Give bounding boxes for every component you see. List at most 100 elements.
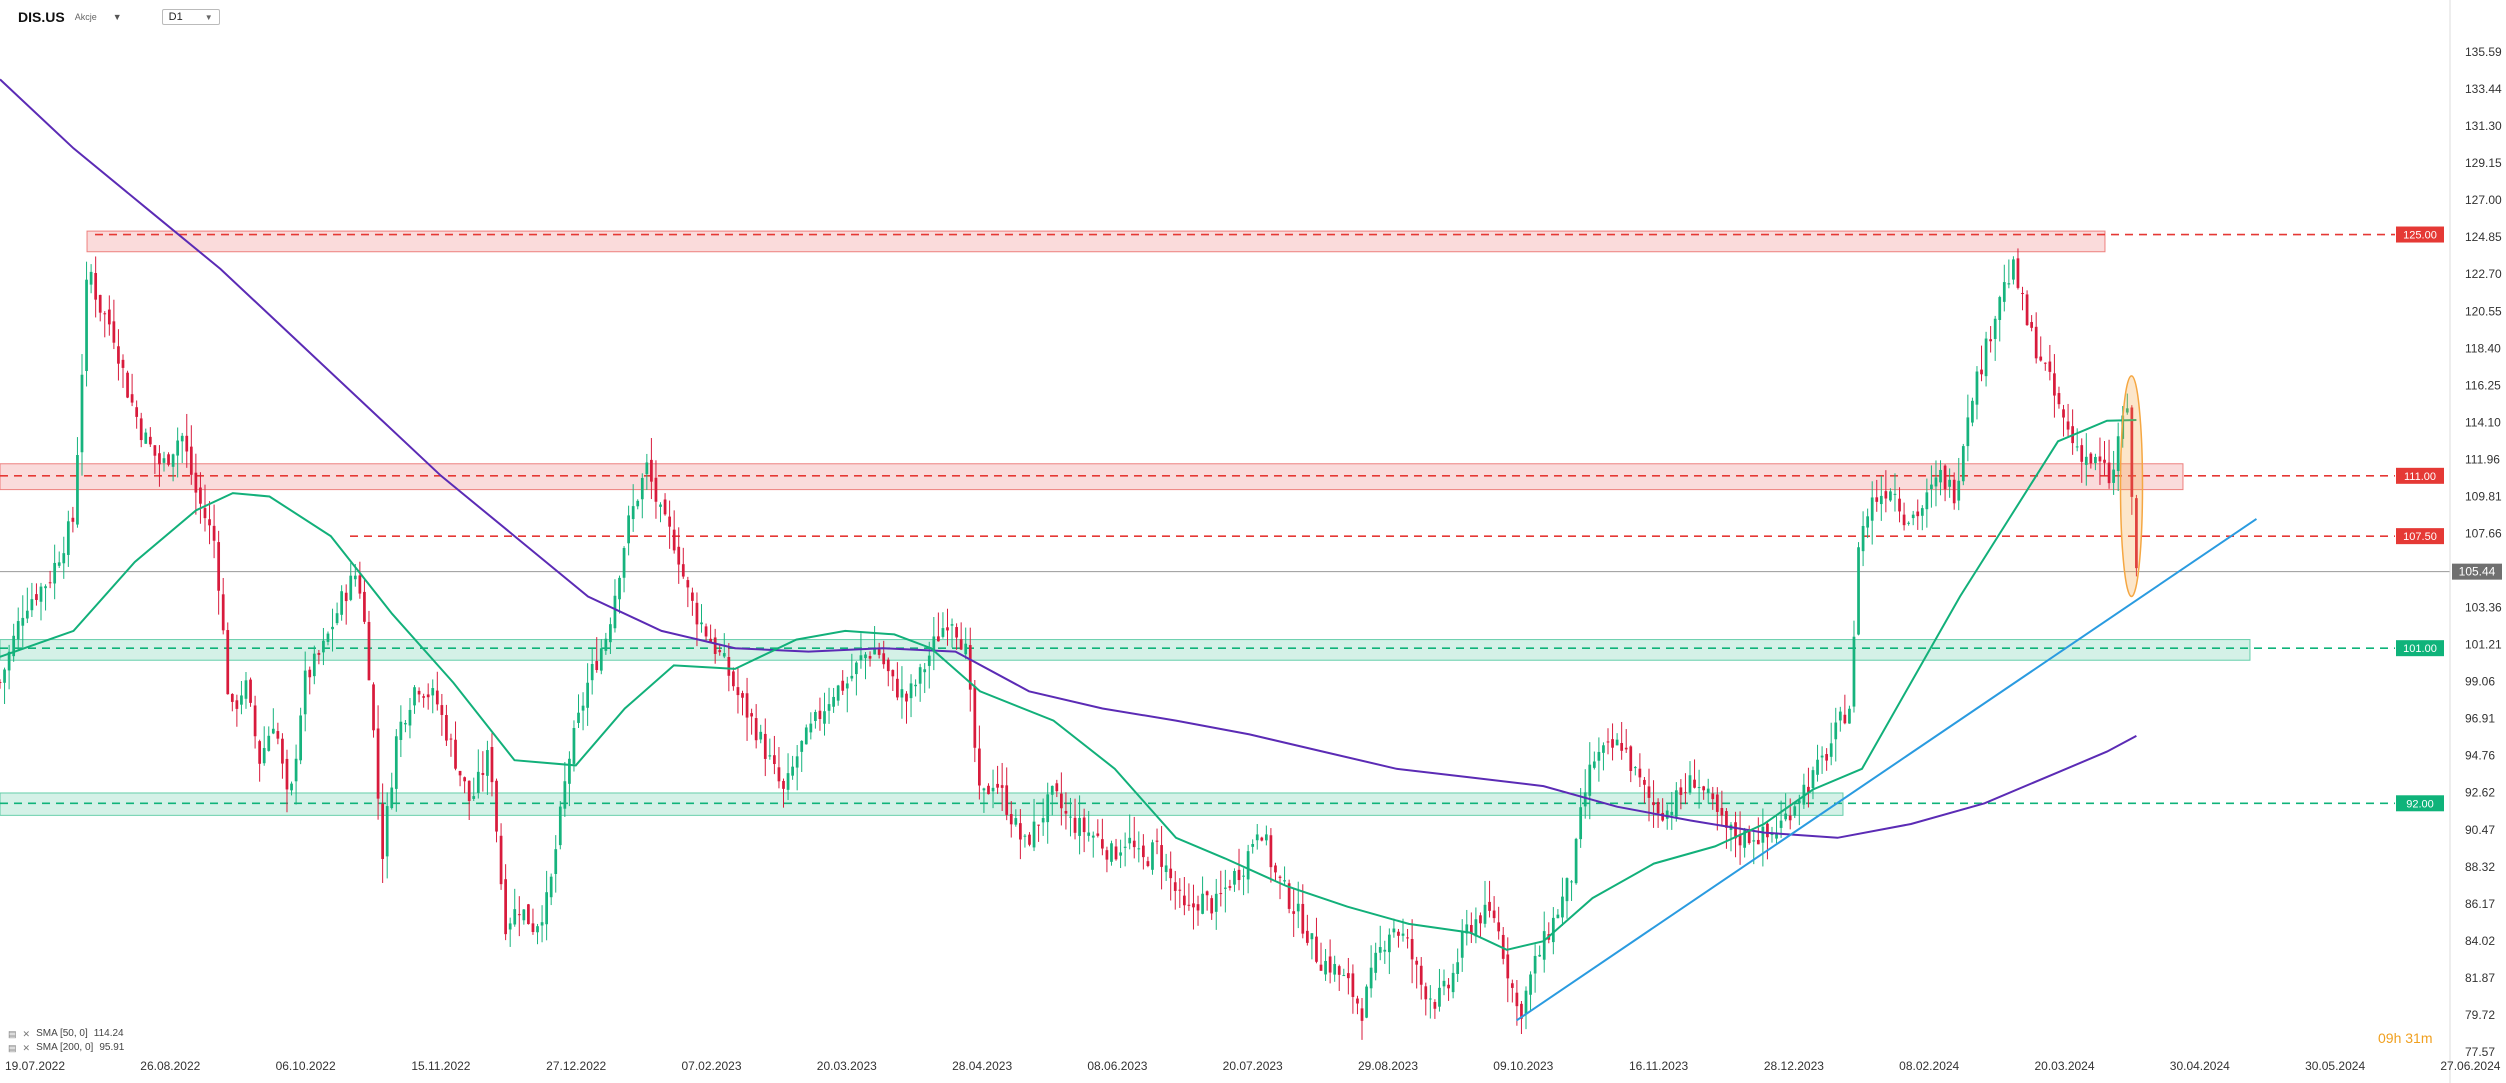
candle-body (1246, 851, 1250, 880)
candle (1975, 366, 1979, 420)
candle-body (1597, 751, 1601, 761)
candle (358, 561, 362, 599)
current-price-label: 105.44 (2459, 565, 2496, 579)
candle (768, 738, 772, 760)
candle-body (1775, 833, 1778, 839)
candle (1210, 895, 1214, 920)
legend-item-sma200[interactable]: ▤ ✕ SMA [200, 0] 95.91 (8, 1041, 124, 1055)
candle-body (1091, 835, 1095, 838)
candle-body (932, 636, 936, 652)
y-tick-label: 99.06 (2465, 675, 2495, 689)
candle-body (212, 525, 216, 541)
candle-body (1474, 919, 1478, 937)
y-tick-label: 103.36 (2465, 601, 2502, 615)
candle (864, 652, 867, 680)
candle (208, 501, 211, 545)
candle-body (353, 575, 357, 580)
candle-body (2062, 409, 2065, 418)
candle (1702, 785, 1706, 800)
candle-body (1879, 495, 1883, 505)
symbol-dropdown-icon[interactable]: ▼ (112, 12, 122, 22)
legend-item-sma50[interactable]: ▤ ✕ SMA [50, 0] 114.24 (8, 1027, 124, 1041)
candle-body (2012, 259, 2015, 280)
candle-body (1438, 987, 1441, 1007)
candle (1501, 927, 1505, 965)
candle (1465, 909, 1469, 946)
candle (923, 662, 927, 694)
candle (230, 693, 234, 712)
candle (1916, 499, 1920, 530)
candle (527, 903, 530, 925)
y-tick-label: 84.02 (2465, 934, 2495, 948)
candle-body (1520, 1003, 1523, 1019)
close-icon[interactable]: ✕ (22, 1043, 31, 1053)
candle (30, 582, 34, 617)
indicator-settings-icon[interactable]: ▤ (8, 1043, 17, 1053)
candle (94, 256, 98, 318)
candle-body (1556, 914, 1560, 919)
candle-body (1251, 844, 1255, 847)
candle (454, 721, 457, 771)
candle-body (1210, 898, 1214, 914)
candle (1305, 914, 1309, 946)
candle-body (1743, 830, 1747, 848)
candle-body (171, 454, 175, 467)
candle (640, 473, 644, 519)
candle (2094, 453, 2097, 471)
candle-body (545, 892, 548, 925)
candle (367, 610, 371, 681)
candle (303, 651, 307, 732)
zones-layer (0, 230, 2251, 816)
candle (1848, 705, 1851, 724)
candle (1524, 986, 1528, 1030)
candle (563, 762, 567, 817)
candle (1879, 475, 1883, 521)
candle (312, 645, 316, 685)
candle (44, 584, 47, 611)
candle (76, 437, 79, 528)
candle (1324, 948, 1327, 981)
candle-body (2030, 322, 2033, 328)
candle-body (376, 728, 380, 799)
candle (1397, 928, 1400, 948)
level-tag-0: 125.00 (2396, 226, 2444, 243)
candle-body (1465, 924, 1469, 934)
candle-body (344, 592, 348, 602)
candle (918, 663, 922, 702)
candle (1802, 773, 1806, 809)
candle-body (1870, 497, 1874, 521)
candle-body (1993, 318, 1997, 339)
y-tick-label: 127.00 (2465, 193, 2502, 207)
candle-body (2084, 456, 2088, 465)
candle-body (773, 755, 776, 765)
candle (167, 452, 170, 467)
candle (1387, 928, 1391, 975)
level-tag-2: 107.50 (2396, 528, 2444, 545)
indicator-settings-icon[interactable]: ▤ (8, 1029, 17, 1039)
candle-body (1907, 522, 1911, 524)
candle (800, 740, 804, 772)
symbol-name[interactable]: DIS.US (18, 9, 65, 25)
candle (1274, 862, 1277, 881)
candle-body (1615, 739, 1619, 746)
candles-layer (0, 248, 2138, 1040)
candle-body (1788, 815, 1792, 821)
candle (1064, 792, 1068, 830)
candle (558, 801, 562, 850)
candle-body (1014, 818, 1018, 825)
chart-header: DIS.US Akcje ▼ D1 ▼ (18, 9, 220, 25)
candle (1342, 968, 1346, 977)
timeframe-select[interactable]: D1 ▼ (161, 9, 220, 25)
candle (1957, 457, 1961, 511)
candle (700, 604, 703, 633)
candle (1948, 468, 1952, 498)
candle-body (1492, 910, 1496, 919)
level-tag-4: 92.00 (2396, 795, 2444, 812)
candle (2002, 264, 2006, 312)
candle-body (445, 715, 448, 741)
candle-body (691, 592, 694, 601)
candle-body (782, 780, 785, 789)
candle (1237, 848, 1241, 891)
close-icon[interactable]: ✕ (22, 1029, 31, 1039)
